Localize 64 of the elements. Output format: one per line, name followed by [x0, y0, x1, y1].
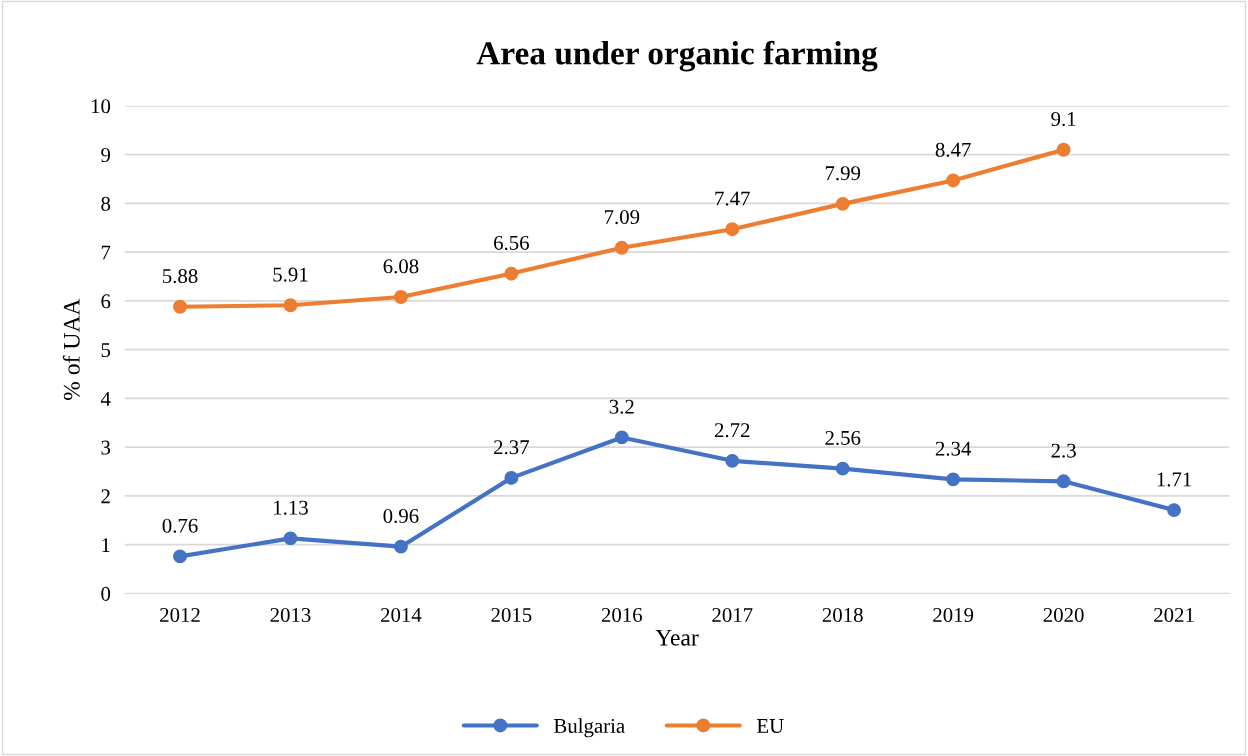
data-label: 0.76 — [162, 518, 198, 533]
legend-label: Bulgaria — [554, 718, 625, 738]
x-tick-label: 2014 — [381, 607, 422, 623]
y-axis-title: % of UAA — [62, 298, 80, 400]
legend-label: EU — [757, 719, 784, 733]
point — [725, 222, 740, 237]
data-label: 6.56 — [494, 235, 529, 250]
data-label: 3.2 — [609, 399, 634, 414]
y-tick-label: 7 — [101, 245, 111, 260]
x-axis-title: Year — [655, 629, 699, 646]
y-tick-label: 3 — [101, 440, 111, 455]
y-tick-label: 5 — [101, 343, 111, 358]
data-label: 1.13 — [274, 500, 308, 515]
data-label: 2.34 — [935, 441, 972, 456]
y-tick-label: 10 — [91, 99, 111, 114]
point — [946, 472, 961, 487]
point — [393, 290, 408, 304]
point — [504, 470, 519, 485]
x-tick-label: 2017 — [712, 607, 753, 623]
y-tick-label: 4 — [100, 391, 111, 406]
data-label: 5.91 — [273, 267, 308, 282]
point — [173, 549, 187, 564]
point — [283, 531, 298, 546]
data-label: 2.3 — [1051, 443, 1076, 458]
x-tick-label: 2013 — [270, 607, 311, 623]
data-label: 7.09 — [604, 210, 640, 225]
data-label: 6.08 — [383, 259, 419, 274]
data-label: 8.47 — [935, 142, 971, 157]
y-tick-label: 0 — [101, 586, 111, 601]
point — [835, 461, 850, 476]
point — [504, 266, 519, 281]
data-label: 1.71 — [1157, 472, 1192, 487]
point — [614, 240, 629, 255]
point — [1056, 142, 1071, 157]
data-label: 7.47 — [715, 191, 750, 206]
x-tick-label: 2018 — [822, 607, 863, 623]
data-label: 2.37 — [494, 440, 529, 455]
chart-title: Area under organic farming — [476, 40, 878, 72]
y-tick-label: 6 — [101, 294, 111, 309]
y-tick-label: 9 — [101, 148, 111, 163]
data-label: 0.96 — [383, 508, 419, 524]
point — [283, 298, 298, 313]
y-tick-label: 8 — [101, 196, 111, 211]
point — [725, 453, 740, 468]
point — [173, 299, 187, 314]
x-tick-label: 2020 — [1043, 607, 1084, 623]
point — [1056, 474, 1071, 489]
x-tick-label: 2021 — [1154, 607, 1194, 623]
y-tick-label: 1 — [102, 538, 110, 552]
point — [1167, 503, 1182, 518]
x-tick-label: 2015 — [491, 607, 532, 623]
point — [946, 173, 961, 188]
point — [614, 430, 629, 445]
y-tick-label: 2 — [101, 489, 110, 504]
x-tick-label: 2012 — [160, 607, 200, 623]
data-label: 7.99 — [825, 166, 861, 181]
data-label: 2.56 — [825, 430, 861, 446]
x-tick-label: 2019 — [933, 607, 974, 623]
point — [393, 539, 408, 554]
x-tick-label: 2016 — [601, 607, 643, 623]
point — [835, 196, 850, 211]
data-label: 5.88 — [163, 269, 198, 284]
data-label: 2.72 — [714, 423, 750, 438]
data-label: 9.1 — [1051, 112, 1076, 127]
